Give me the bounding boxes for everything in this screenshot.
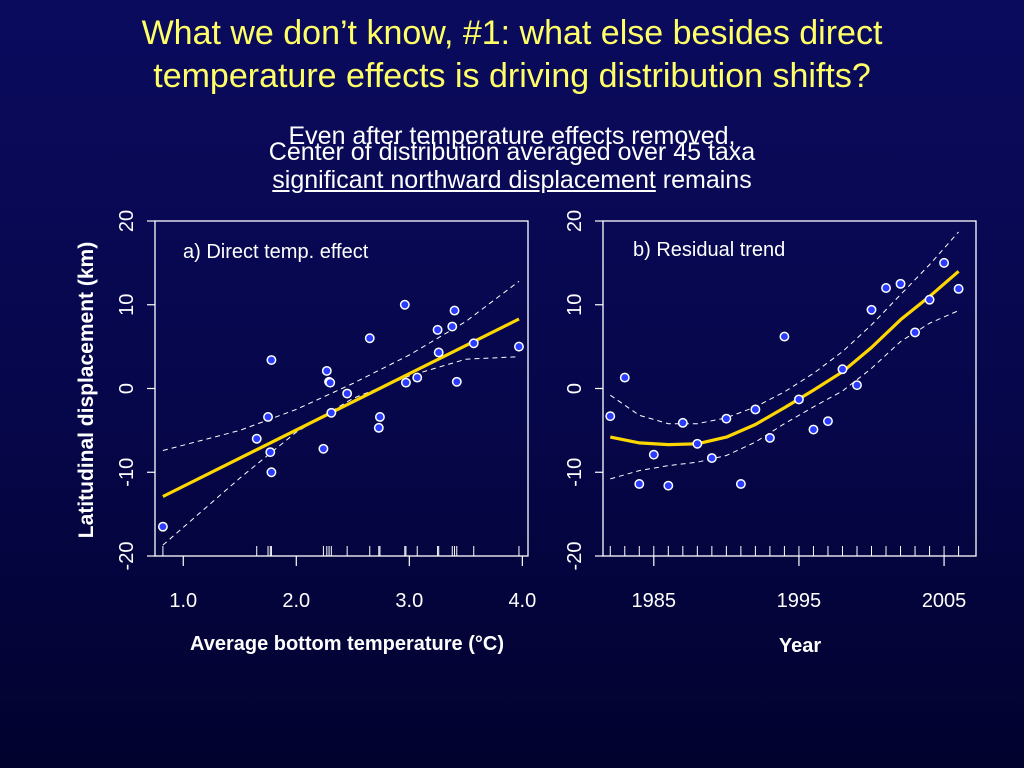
data-point bbox=[852, 380, 862, 391]
slide-title: What we don’t know, #1: what else beside… bbox=[0, 12, 1024, 98]
data-point bbox=[837, 364, 848, 375]
data-point bbox=[677, 417, 688, 428]
fit-line bbox=[162, 317, 520, 498]
data-point bbox=[793, 394, 804, 405]
fit-line bbox=[609, 270, 960, 447]
data-point bbox=[318, 443, 329, 454]
ci-lower-line bbox=[162, 356, 520, 546]
data-point bbox=[953, 283, 964, 294]
data-point bbox=[779, 331, 790, 342]
data-point bbox=[321, 365, 332, 376]
data-point bbox=[265, 447, 276, 458]
y-tick-label: 0 bbox=[116, 383, 138, 394]
data-point bbox=[866, 304, 877, 315]
x-tick-label: 1.0 bbox=[169, 590, 197, 612]
subtitle-temperature-removed: Even after temperature effects removed, bbox=[288, 122, 736, 150]
y-tick-label: -10 bbox=[116, 458, 138, 487]
data-point bbox=[605, 411, 616, 422]
data-point bbox=[326, 407, 337, 418]
x-tick-label: 2005 bbox=[922, 590, 967, 612]
data-point bbox=[400, 377, 411, 388]
y-tick-label: 0 bbox=[564, 383, 586, 394]
data-point bbox=[263, 412, 273, 422]
data-point bbox=[266, 467, 277, 478]
ci-upper-line bbox=[162, 280, 520, 451]
data-point bbox=[266, 355, 277, 365]
subtitle-significant-displacement: significant northward displacement remai… bbox=[0, 166, 1024, 194]
data-point bbox=[939, 257, 950, 268]
data-point bbox=[432, 324, 443, 335]
data-point bbox=[721, 413, 732, 424]
data-point bbox=[364, 333, 375, 344]
panel-a-direct-temp-effect: -20 -10 0 10 20 1.0 2.0 3.0 4.0 a) Direct temp. e… bbox=[75, 210, 536, 655]
y-tick-label: -10 bbox=[564, 458, 586, 487]
x-tick-label: 2.0 bbox=[282, 590, 310, 612]
data-point bbox=[808, 424, 819, 435]
data-point bbox=[895, 278, 906, 289]
y-tick-label: -20 bbox=[116, 542, 138, 571]
subtitle-center-of-distribution: Center of distribution averaged over 45 … bbox=[268, 138, 756, 166]
data-point bbox=[735, 479, 746, 489]
x-axis-label: Average bottom temperature (°C) bbox=[190, 633, 504, 655]
y-tick-label: 20 bbox=[564, 210, 586, 232]
data-point bbox=[514, 341, 524, 352]
y-tick-label: 10 bbox=[116, 294, 138, 316]
data-point bbox=[692, 438, 703, 449]
subtitle-underlined-text: significant northward displacement bbox=[272, 166, 656, 194]
panel-b-residual-trend: -20 -10 0 10 20 1985 1995 2005 b) Residual trend… bbox=[564, 210, 977, 657]
subtitle-remains-text: remains bbox=[655, 166, 752, 194]
x-tick-label: 1985 bbox=[632, 590, 677, 612]
data-point bbox=[412, 372, 423, 383]
data-point bbox=[823, 416, 833, 427]
data-point bbox=[750, 404, 761, 415]
data-point bbox=[449, 305, 460, 316]
y-tick-label: 10 bbox=[564, 294, 586, 316]
data-point bbox=[447, 321, 458, 332]
data-point bbox=[468, 338, 479, 349]
data-point bbox=[634, 479, 645, 489]
y-axis-label: Latitudinal displacement (km) bbox=[75, 242, 98, 538]
data-point bbox=[764, 432, 775, 443]
data-point bbox=[251, 433, 262, 444]
data-point bbox=[157, 521, 168, 532]
data-point bbox=[924, 294, 935, 305]
data-point bbox=[881, 283, 891, 293]
y-tick-label: -20 bbox=[564, 542, 586, 571]
data-point bbox=[619, 372, 630, 383]
data-point bbox=[373, 422, 384, 433]
data-point bbox=[706, 453, 717, 463]
data-point bbox=[374, 412, 385, 422]
data-point bbox=[910, 327, 920, 338]
data-point bbox=[451, 376, 462, 387]
ci-upper-line bbox=[610, 231, 959, 425]
ci-lower-line bbox=[610, 310, 959, 480]
data-point bbox=[399, 299, 410, 310]
x-tick-label: 4.0 bbox=[508, 590, 536, 612]
data-point bbox=[342, 388, 353, 399]
data-point bbox=[663, 480, 674, 491]
data-point bbox=[325, 377, 336, 388]
x-tick-label: 3.0 bbox=[395, 590, 423, 612]
data-point bbox=[433, 347, 444, 358]
x-tick-label: 1995 bbox=[777, 590, 822, 612]
data-point bbox=[648, 449, 659, 460]
panel-label: b) Residual trend bbox=[633, 239, 785, 261]
title-line-2: temperature effects is driving distribut… bbox=[153, 57, 871, 95]
title-line-1: What we don’t know, #1: what else beside… bbox=[141, 14, 883, 52]
y-tick-label: 20 bbox=[116, 210, 138, 232]
x-axis-label: Year bbox=[779, 635, 821, 657]
panel-label: a) Direct temp. effect bbox=[183, 241, 369, 263]
